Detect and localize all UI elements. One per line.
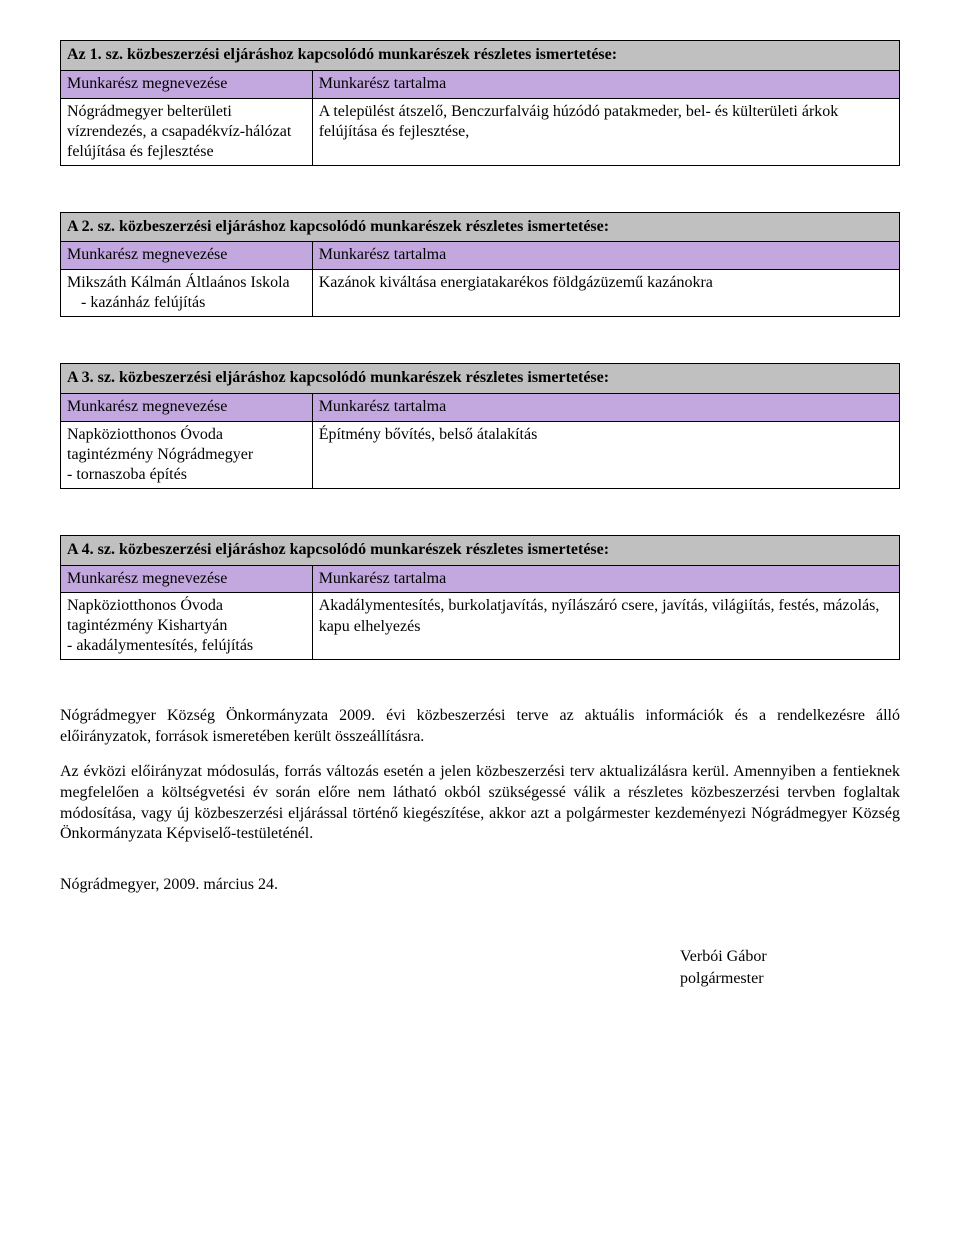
- section-1-table: Munkarész megnevezése Munkarész tartalma…: [60, 70, 900, 166]
- section-3-left-line1: Napköziotthonos Óvoda tagintézmény Nógrá…: [67, 425, 306, 465]
- section-2-right-cell: Kazánok kiváltása energiatakarékos földg…: [312, 270, 899, 317]
- section-1: Az 1. sz. közbeszerzési eljáráshoz kapcs…: [60, 40, 900, 166]
- section-3-title: A 3. sz. közbeszerzési eljáráshoz kapcso…: [60, 363, 900, 393]
- section-4-table: Munkarész megnevezése Munkarész tartalma…: [60, 565, 900, 661]
- section-2-table: Munkarész megnevezése Munkarész tartalma…: [60, 241, 900, 317]
- closing-paragraph-1: Nógrádmegyer Község Önkormányzata 2009. …: [60, 706, 900, 748]
- col-header-left: Munkarész megnevezése: [61, 242, 313, 270]
- section-4-title: A 4. sz. közbeszerzési eljáráshoz kapcso…: [60, 535, 900, 565]
- section-1-title: Az 1. sz. közbeszerzési eljáráshoz kapcs…: [60, 40, 900, 70]
- section-1-right-cell: A települést átszelő, Benczurfalváig húz…: [312, 98, 899, 165]
- page-root: Az 1. sz. közbeszerzési eljáráshoz kapcs…: [0, 0, 960, 1049]
- col-header-right: Munkarész tartalma: [312, 242, 899, 270]
- document-date: Nógrádmegyer, 2009. március 24.: [60, 875, 900, 896]
- section-4-right-cell: Akadálymentesítés, burkolatjavítás, nyíl…: [312, 593, 899, 660]
- signature-block: Verbói Gábor polgármester: [680, 946, 900, 989]
- section-4-left-cell: Napköziotthonos Óvoda tagintézmény Kisha…: [61, 593, 313, 660]
- section-2-left-line2: - kazánház felújítás: [67, 293, 306, 313]
- section-2: A 2. sz. közbeszerzési eljáráshoz kapcso…: [60, 212, 900, 318]
- section-3-right-cell: Építmény bővítés, belső átalakítás: [312, 421, 899, 488]
- section-3-table: Munkarész megnevezése Munkarész tartalma…: [60, 393, 900, 489]
- col-header-left: Munkarész megnevezése: [61, 565, 313, 593]
- signature-role: polgármester: [680, 968, 900, 990]
- section-3-left-line2: - tornaszoba építés: [67, 465, 306, 485]
- section-2-left-line1: Mikszáth Kálmán Áltlaános Iskola: [67, 273, 306, 293]
- section-2-title: A 2. sz. közbeszerzési eljáráshoz kapcso…: [60, 212, 900, 242]
- section-3-left-cell: Napköziotthonos Óvoda tagintézmény Nógrá…: [61, 421, 313, 488]
- col-header-left: Munkarész megnevezése: [61, 70, 313, 98]
- col-header-right: Munkarész tartalma: [312, 393, 899, 421]
- col-header-right: Munkarész tartalma: [312, 565, 899, 593]
- section-4-left-line1: Napköziotthonos Óvoda tagintézmény Kisha…: [67, 596, 306, 636]
- section-4-left-line2: - akadálymentesítés, felújítás: [67, 636, 306, 656]
- section-3: A 3. sz. közbeszerzési eljáráshoz kapcso…: [60, 363, 900, 489]
- col-header-right: Munkarész tartalma: [312, 70, 899, 98]
- section-4: A 4. sz. közbeszerzési eljáráshoz kapcso…: [60, 535, 900, 661]
- section-2-left-cell: Mikszáth Kálmán Áltlaános Iskola - kazán…: [61, 270, 313, 317]
- col-header-left: Munkarész megnevezése: [61, 393, 313, 421]
- section-1-left-cell: Nógrádmegyer belterületi vízrendezés, a …: [61, 98, 313, 165]
- signature-name: Verbói Gábor: [680, 946, 900, 968]
- closing-paragraph-2: Az évközi előirányzat módosulás, forrás …: [60, 762, 900, 845]
